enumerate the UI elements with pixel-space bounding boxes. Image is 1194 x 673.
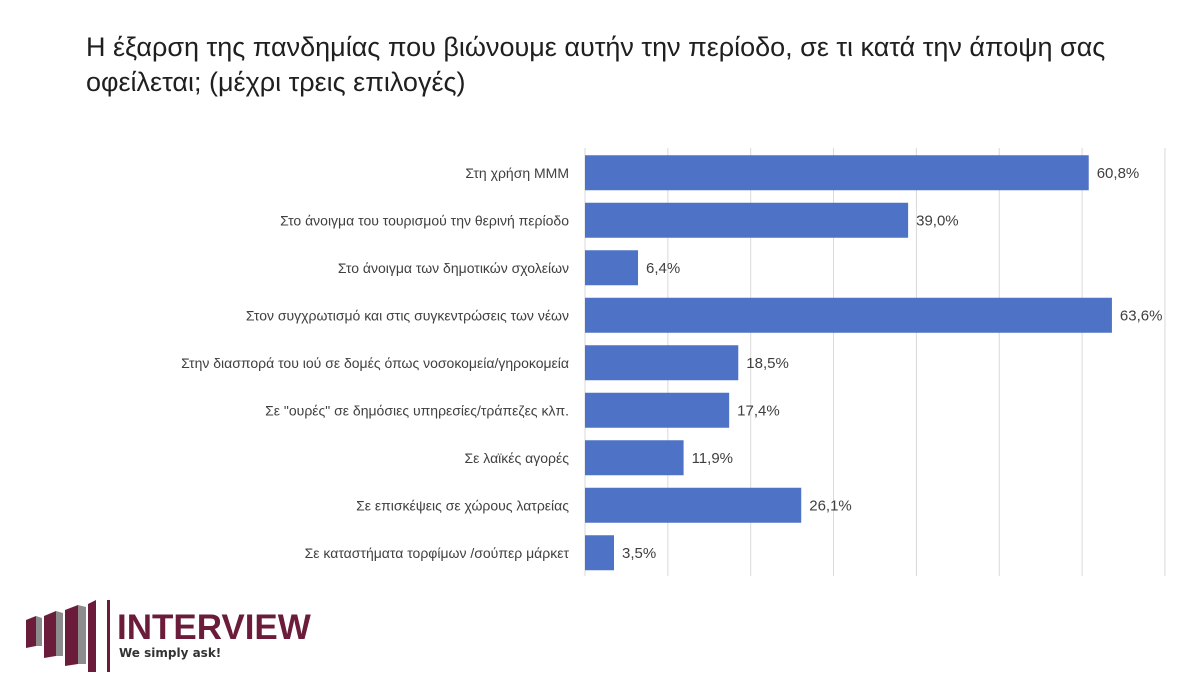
category-label: Σε "ουρές" σε δημόσιες υπηρεσίες/τράπεζε… [265,402,569,418]
bar [585,155,1089,191]
bar [585,392,730,428]
value-label: 63,6% [1120,307,1163,324]
bar-chart: Στη χρήση ΜΜΜ Στο άνοιγμα του τουρισμού τ… [181,148,1166,576]
category-label: Στον συγχρωτισμό και στις συγκεντρώσεις … [246,307,569,323]
value-label: 26,1% [809,497,852,514]
bar [585,487,802,523]
category-label: Στο άνοιγμα του τουρισμού την θερινή περ… [280,212,569,228]
category-label: Στην διασπορά του ιού σε δομές όπως νοσο… [181,355,569,371]
value-label: 6,4% [646,260,680,277]
interview-logo-icon [26,600,110,672]
value-labels: 60,8% 39,0% 6,4% 63,6% 18,5% 17,4% 11,9% 26,1% 3… [622,165,1162,562]
bar [585,440,684,476]
category-label: Σε λαϊκές αγορές [465,450,570,466]
chart-title: Η έξαρση της πανδημίας που βιώνουμε αυτή… [86,32,1106,97]
value-label: 3,5% [622,545,656,562]
bar [585,250,639,286]
bar [585,297,1112,333]
logo-wordmark: INTERVIEW [117,608,311,647]
logo-tagline: We simply ask! [119,646,222,660]
category-label: Σε επισκέψεις σε χώρους λατρείας [356,497,569,513]
category-label: Στο άνοιγμα των δημοτικών σχολείων [338,260,569,276]
bars [585,155,1112,571]
value-label: 17,4% [737,402,780,419]
value-label: 39,0% [916,212,959,229]
value-label: 60,8% [1097,165,1140,182]
category-labels: Στη χρήση ΜΜΜ Στο άνοιγμα του τουρισμού τ… [181,165,569,561]
bar [585,535,614,571]
value-label: 18,5% [746,355,789,372]
bar [585,345,739,381]
bar [585,202,909,238]
category-label: Στη χρήση ΜΜΜ [465,165,569,181]
value-label: 11,9% [692,450,733,467]
category-label: Σε καταστήματα τορφίμων /σούπερ μάρκετ [305,545,570,561]
